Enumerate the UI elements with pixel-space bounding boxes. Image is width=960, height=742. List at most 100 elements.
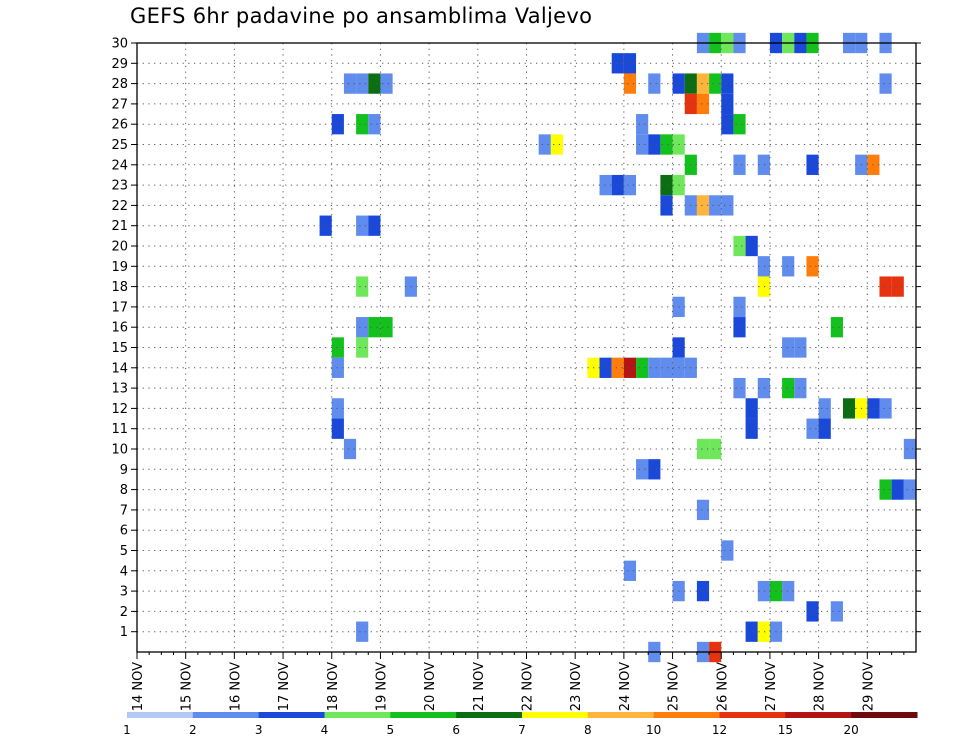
heat-cell <box>356 621 369 642</box>
y-axis: 1234567891011121314151617181920212223242… <box>111 37 921 640</box>
y-tick-label: 26 <box>111 118 128 133</box>
colorbar: 1 2 3 4 5 6 7 8 10 12 15 20 <box>123 712 918 737</box>
heat-cell <box>721 540 734 561</box>
heat-cell <box>721 195 734 216</box>
heat-cell <box>623 53 637 74</box>
x-tick-label: 19 NOV <box>374 662 389 711</box>
y-tick-label: 28 <box>111 77 128 92</box>
y-tick-label: 1 <box>120 625 128 640</box>
heat-cell <box>380 73 393 94</box>
heat-cell <box>830 601 843 622</box>
heat-cell <box>696 93 710 115</box>
y-tick-label: 13 <box>111 382 128 397</box>
y-tick-label: 8 <box>120 483 128 498</box>
colorbar-label: 6 <box>452 723 460 737</box>
heat-cell <box>782 377 795 399</box>
x-tick-label: 18 NOV <box>326 662 341 711</box>
heat-cell <box>818 398 831 419</box>
heat-cell <box>611 53 624 74</box>
heat-cell <box>794 377 807 399</box>
heat-cell <box>648 134 661 155</box>
heat-cell <box>830 317 843 338</box>
colorbar-label: 10 <box>646 723 661 737</box>
y-tick-label: 6 <box>120 524 128 539</box>
x-tick-label: 27 NOV <box>764 662 779 711</box>
heat-cell <box>806 154 819 175</box>
heat-cell <box>891 276 904 297</box>
heat-cell <box>733 154 746 175</box>
heat-cell <box>806 601 819 622</box>
colorbar-swatch <box>127 712 194 718</box>
heat-cell <box>806 256 819 277</box>
heat-cell <box>343 438 357 460</box>
colorbar-label: 2 <box>189 723 197 737</box>
heat-cell <box>879 479 892 500</box>
heat-cell <box>380 317 393 338</box>
heat-cell <box>648 459 661 480</box>
colorbar-label: 12 <box>712 723 727 737</box>
heat-cell <box>879 276 892 297</box>
heat-cell <box>757 580 770 602</box>
heat-cell <box>745 621 758 642</box>
y-tick-label: 7 <box>120 503 128 518</box>
heat-cell <box>343 73 357 94</box>
chart-title: GEFS 6hr padavine po ansamblima Valjevo <box>130 4 593 28</box>
colorbar-swatch <box>456 712 523 718</box>
y-tick-label: 12 <box>111 402 128 417</box>
heat-cell <box>368 73 381 94</box>
colorbar-swatch <box>587 712 655 718</box>
heat-cell <box>636 459 649 480</box>
heat-cell <box>331 357 344 378</box>
heat-cell <box>331 398 344 419</box>
y-tick-label: 2 <box>120 605 128 620</box>
colorbar-label: 20 <box>844 723 859 737</box>
colorbar-label: 3 <box>255 723 263 737</box>
y-tick-label: 14 <box>111 361 128 376</box>
heat-cell <box>891 479 904 500</box>
colorbar-swatch <box>785 712 852 718</box>
heat-cell <box>356 276 369 297</box>
x-tick-label: 14 NOV <box>131 662 146 711</box>
x-tick-label: 24 NOV <box>618 662 633 711</box>
y-tick-label: 4 <box>120 564 128 579</box>
heat-cell <box>356 317 369 338</box>
y-tick-label: 18 <box>111 280 128 295</box>
colorbar-swatch <box>653 712 720 718</box>
heat-cell <box>696 499 710 521</box>
heat-cell <box>782 337 795 358</box>
heat-cell <box>745 418 758 439</box>
colorbar-swatch <box>258 712 325 718</box>
y-tick-label: 22 <box>111 199 128 214</box>
heat-cell <box>636 357 649 378</box>
colorbar-label: 7 <box>518 723 526 737</box>
heat-cell <box>636 114 649 135</box>
heat-cell <box>331 337 344 358</box>
heat-cell <box>356 215 369 236</box>
heat-cell <box>599 357 612 378</box>
heat-cell <box>903 479 916 500</box>
x-tick-label: 22 NOV <box>521 662 536 711</box>
heat-cell <box>648 73 661 94</box>
colorbar-label: 15 <box>778 723 793 737</box>
heat-cell <box>879 73 892 94</box>
x-tick-label: 29 NOV <box>861 662 876 711</box>
colorbar-label: 1 <box>123 723 131 737</box>
colorbar-swatch <box>192 712 260 718</box>
heat-cell <box>611 174 624 196</box>
heat-cell <box>356 337 369 358</box>
heat-cell <box>842 398 856 419</box>
heat-cell <box>757 377 770 399</box>
heat-cell <box>611 357 624 378</box>
y-tick-label: 25 <box>111 138 128 153</box>
heat-cell <box>356 114 369 135</box>
heat-cell <box>696 73 710 94</box>
x-tick-label: 20 NOV <box>423 662 438 711</box>
heat-cell <box>648 357 661 378</box>
heat-cell <box>368 114 381 135</box>
x-tick-label: 28 NOV <box>813 662 828 711</box>
heat-cell <box>368 215 381 236</box>
heat-cell <box>733 296 746 318</box>
heat-cell <box>757 154 770 175</box>
heat-cell <box>660 357 673 378</box>
x-tick-label: 17 NOV <box>277 662 292 711</box>
